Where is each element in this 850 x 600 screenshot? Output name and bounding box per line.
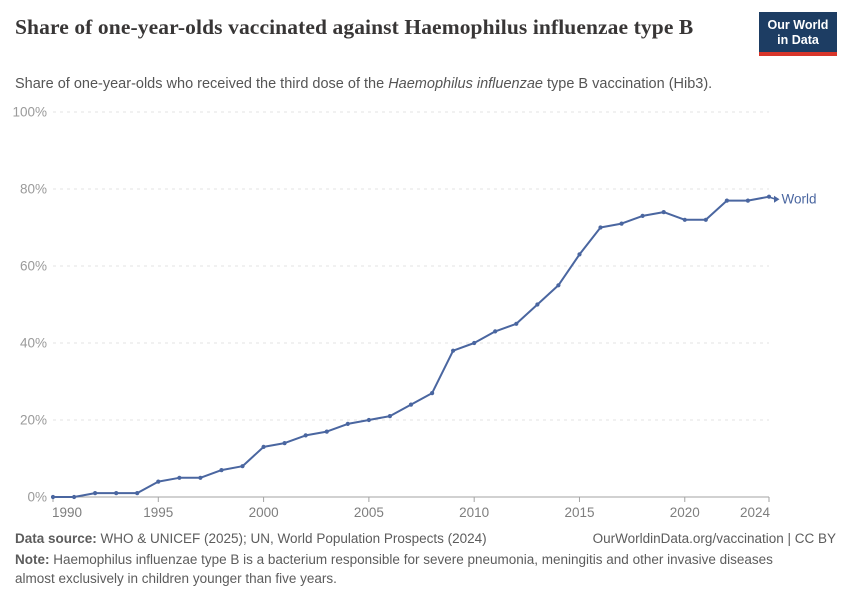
data-point[interactable] [50, 494, 56, 500]
data-point[interactable] [682, 217, 687, 222]
y-axis-tick-label: 60% [20, 259, 47, 274]
data-point[interactable] [261, 444, 266, 449]
series-label-world[interactable]: World [782, 192, 817, 207]
data-point[interactable] [156, 479, 161, 484]
data-point[interactable] [451, 348, 456, 353]
subtitle-text-italic: Haemophilus influenzae [388, 76, 543, 92]
chart-subtitle: Share of one-year-olds who received the … [15, 76, 712, 92]
data-point[interactable] [93, 491, 98, 496]
data-point[interactable] [324, 429, 329, 434]
data-point[interactable] [577, 252, 582, 257]
data-point[interactable] [198, 475, 203, 480]
data-point[interactable] [640, 213, 645, 218]
series-label-arrow-icon [774, 195, 780, 203]
x-axis-tick-label: 2024 [740, 505, 771, 520]
page-title: Share of one-year-olds vaccinated agains… [15, 15, 694, 39]
data-point[interactable] [535, 302, 540, 307]
data-point[interactable] [408, 402, 414, 407]
data-point[interactable] [493, 329, 498, 334]
subtitle-text-end: type B vaccination (Hib3). [542, 76, 713, 92]
data-point[interactable] [745, 198, 751, 203]
x-axis-tick-label: 2015 [564, 505, 594, 520]
data-point[interactable] [345, 421, 350, 426]
subtitle-text-start: Share of one-year-olds who received the … [15, 76, 389, 92]
data-point[interactable] [598, 225, 603, 230]
data-point[interactable] [766, 194, 772, 199]
data-point[interactable] [303, 433, 308, 438]
x-axis-tick-label: 1990 [52, 505, 82, 520]
x-axis-tick-label: 2010 [459, 505, 489, 520]
note-text: Haemophilus influenzae type B is a bacte… [15, 552, 773, 586]
owid-logo: Our World in Data [759, 12, 837, 56]
data-point[interactable] [135, 491, 140, 496]
data-point[interactable] [703, 217, 708, 222]
x-axis-tick-label: 2000 [249, 505, 279, 520]
footer-note: Note: Haemophilus influenzae type B is a… [15, 551, 807, 588]
data-point[interactable] [724, 198, 730, 203]
footer-license-link[interactable]: OurWorldinData.org/vaccination | CC BY [592, 531, 836, 546]
data-point[interactable] [219, 468, 224, 473]
data-point[interactable] [240, 464, 245, 469]
data-point[interactable] [114, 491, 119, 496]
data-source-line: Data source: WHO & UNICEF (2025); UN, Wo… [15, 531, 487, 546]
y-axis-tick-label: 80% [20, 182, 47, 197]
data-source-text: WHO & UNICEF (2025); UN, World Populatio… [96, 531, 487, 546]
data-point[interactable] [177, 475, 182, 480]
data-point[interactable] [366, 417, 371, 423]
data-point[interactable] [430, 391, 435, 396]
data-point[interactable] [556, 283, 561, 288]
data-point[interactable] [514, 321, 519, 326]
y-axis-tick-label: 0% [27, 490, 47, 505]
data-point[interactable] [472, 340, 477, 346]
y-axis-tick-label: 20% [20, 413, 47, 428]
x-axis-tick-label: 1995 [143, 505, 173, 520]
x-axis-tick-label: 2020 [670, 505, 700, 520]
note-label: Note: [15, 552, 50, 567]
y-axis-tick-label: 40% [20, 336, 47, 351]
data-point[interactable] [387, 414, 392, 419]
y-axis-tick-label: 100% [12, 105, 47, 120]
data-point[interactable] [282, 441, 287, 446]
data-point[interactable] [661, 210, 666, 215]
footer: Data source: WHO & UNICEF (2025); UN, Wo… [15, 531, 836, 546]
world-series-line[interactable] [52, 195, 770, 498]
data-source-label: Data source: [15, 531, 97, 546]
data-point[interactable] [619, 221, 624, 226]
owid-logo-line1: Our World [767, 18, 829, 32]
owid-logo-line2: in Data [777, 33, 819, 47]
data-point[interactable] [72, 494, 77, 500]
x-axis-tick-label: 2005 [354, 505, 384, 520]
